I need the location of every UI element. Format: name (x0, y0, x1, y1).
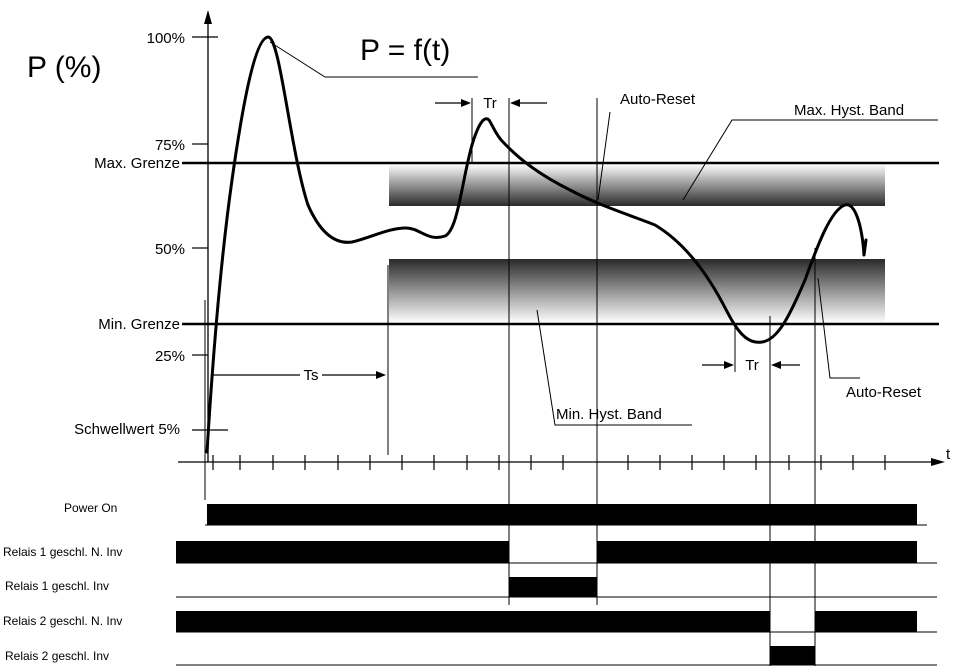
arrowhead (376, 371, 386, 379)
y-tick-label-75: 75% (155, 137, 185, 154)
function-title: P = f(t) (360, 34, 450, 67)
auto-reset-right-label: Auto-Reset (846, 384, 922, 401)
tr-bottom-label: Tr (745, 357, 759, 374)
timing-row-label: Power On (64, 501, 117, 515)
x-axis-arrowhead (931, 458, 945, 466)
timing-row-label: Relais 1 geschl. N. Inv (3, 545, 122, 559)
timing-row-label: Relais 2 geschl. N. Inv (3, 614, 122, 628)
y-axis-arrowhead (204, 10, 212, 24)
leader-line-auto-reset-right (817, 277, 860, 379)
leader-line-auto-reset-top (597, 111, 611, 201)
arrowhead (724, 361, 734, 369)
leader-line-min-hyst-band (536, 309, 692, 426)
arrowhead (510, 99, 520, 107)
max-limit-label: Max. Grenze (94, 155, 180, 172)
timing-row-power-on (205, 504, 927, 526)
arrowhead (771, 361, 781, 369)
min-hyst-band (389, 259, 885, 323)
arrowhead (461, 99, 471, 107)
max-hyst-band (389, 164, 885, 206)
y-tick-label-25: 25% (155, 348, 185, 365)
timing-row-relais1-inv (176, 577, 937, 598)
min-hyst-band-label: Min. Hyst. Band (556, 406, 662, 423)
tr-top-label: Tr (483, 95, 497, 112)
y-tick-label-100: 100% (147, 30, 185, 47)
leader-line-max-hyst-band (682, 119, 938, 201)
timing-row-relais2-inv (176, 646, 937, 666)
x-axis-label: t (946, 446, 951, 463)
leader-line-function (269, 41, 478, 78)
min-limit-label: Min. Grenze (98, 316, 180, 333)
max-hyst-band-label: Max. Hyst. Band (794, 102, 904, 119)
timing-row-relais2-n-inv (176, 611, 937, 633)
y-axis-title: P (%) (27, 51, 101, 84)
power-curve (205, 35, 868, 454)
timing-row-relais1-n-inv (176, 541, 937, 564)
y-tick-label-50: 50% (155, 241, 185, 258)
timing-row-label: Relais 1 geschl. Inv (5, 579, 109, 593)
timing-row-label: Relais 2 geschl. Inv (5, 649, 109, 663)
threshold-label: Schwellwert 5% (74, 421, 180, 438)
ts-label: Ts (304, 367, 319, 384)
auto-reset-top-label: Auto-Reset (620, 91, 696, 108)
